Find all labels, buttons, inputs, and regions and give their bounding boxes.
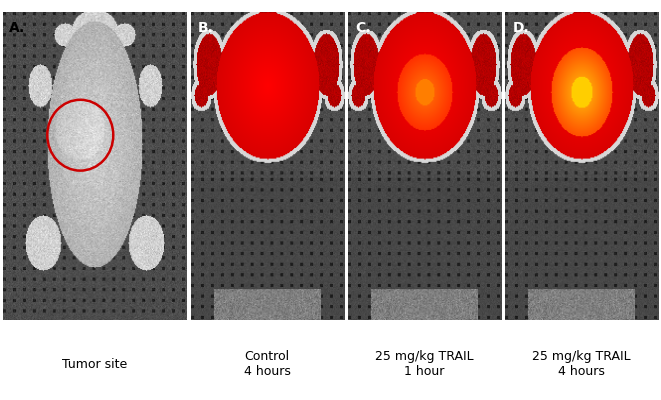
Text: D.: D. — [512, 21, 529, 35]
Text: Tumor site: Tumor site — [62, 358, 128, 370]
Text: Control
4 hours: Control 4 hours — [244, 350, 291, 378]
Text: A.: A. — [9, 21, 25, 35]
Text: 25 mg/kg TRAIL
1 hour: 25 mg/kg TRAIL 1 hour — [375, 350, 473, 378]
Text: 25 mg/kg TRAIL
4 hours: 25 mg/kg TRAIL 4 hours — [532, 350, 631, 378]
Text: B.: B. — [198, 21, 214, 35]
Text: C.: C. — [355, 21, 371, 35]
